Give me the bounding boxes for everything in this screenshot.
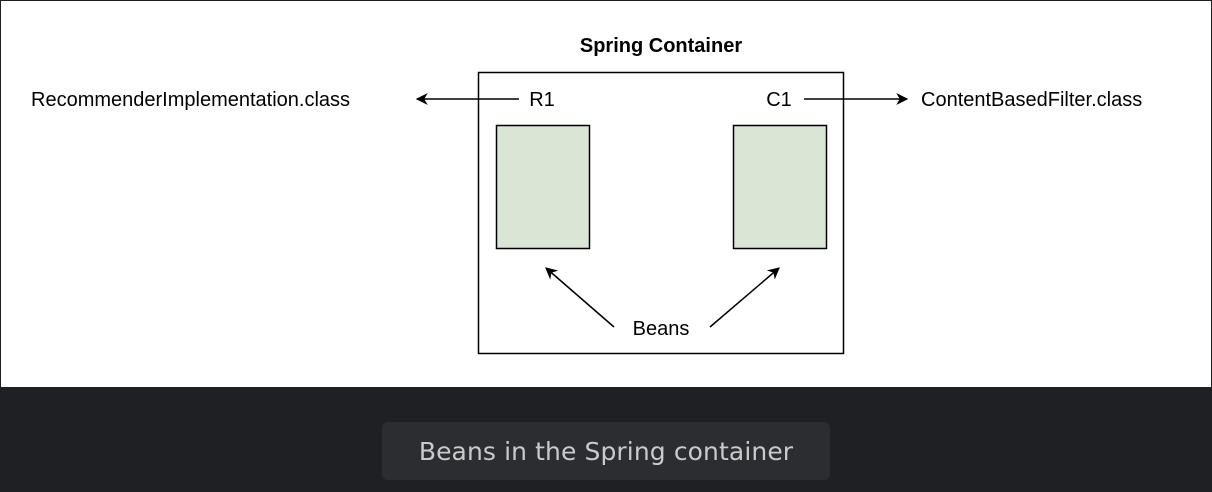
caption-text: Beans in the Spring container — [418, 436, 794, 466]
arrow-beans-to-r1 — [545, 267, 615, 328]
bean-label-c1: C1 — [766, 89, 792, 111]
bean-box-c1 — [732, 124, 828, 250]
caption-box: Beans in the Spring container — [382, 422, 830, 480]
bean-box-r1 — [495, 124, 591, 250]
left-class-name: RecommenderImplementation.class — [31, 89, 350, 111]
beans-label: Beans — [633, 318, 690, 340]
diagram-panel: Spring Container R1 C1 RecommenderImplem… — [0, 0, 1212, 388]
container-title: Spring Container — [580, 35, 742, 57]
right-class-name: ContentBasedFilter.class — [921, 89, 1142, 111]
diagram-svg: Spring Container R1 C1 RecommenderImplem… — [31, 35, 1142, 355]
bean-label-r1: R1 — [529, 89, 555, 111]
arrow-beans-to-c1 — [709, 267, 780, 328]
spring-container-box — [477, 71, 845, 355]
